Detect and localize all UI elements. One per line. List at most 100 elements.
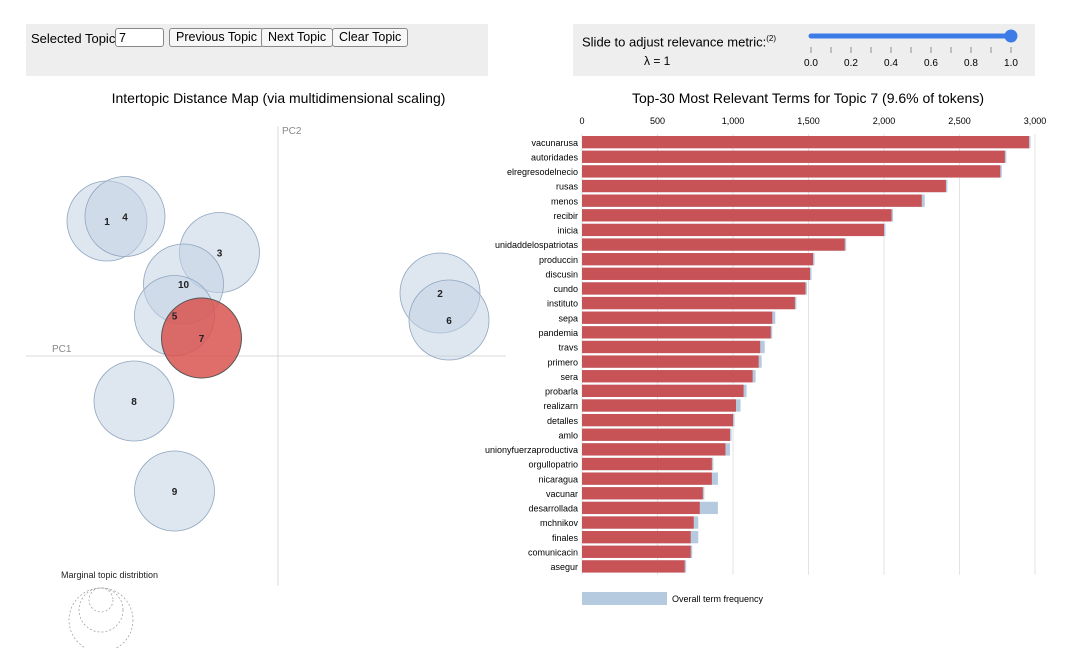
term-label: cundo [553,284,578,294]
term-label: amlo [558,430,578,440]
topic-frequency-bar [582,150,1005,163]
term-label: mchnikov [540,518,579,528]
term-label: orgullopatrio [528,460,578,470]
slider-tick-label: 0.6 [924,58,938,69]
topic-circle-7 [161,297,242,379]
marginal-legend-circle [88,587,114,613]
intertopic-distance-map: PC1 PC2 1 4 3 10 5 7 2 6 8 9 Marginal topic distribt… [26,126,506,648]
topic-frequency-bar [582,545,691,558]
term-label: autoridades [531,152,579,162]
topic-frequency-bar [582,472,712,485]
topic-frequency-bar [582,370,753,383]
topic-label-7: 7 [199,334,205,345]
topic-frequency-bar [582,194,922,207]
topic-frequency-bar [582,428,730,441]
topic-frequency-bar [582,209,892,222]
term-label: sera [560,372,578,382]
term-label: pandemia [538,328,578,338]
topic-frequency-bar [582,326,771,339]
topic-label-5: 5 [172,312,178,323]
marginal-legend-circle [68,587,134,648]
term-label: elregresodelnecio [507,167,578,177]
topic-frequency-bar [582,136,1029,149]
topic-frequency-bar [582,267,811,280]
term-label: comunicacin [528,547,578,557]
topic-frequency-bar [582,531,691,544]
slider-tick-label: 0.4 [884,58,898,69]
term-label: finales [552,533,579,543]
topic-frequency-bar [582,501,700,515]
topic-label-3: 3 [217,249,223,260]
relevance-label: Slide to adjust relevance metric:(2) [582,34,776,49]
topic-label-2: 2 [437,289,443,300]
clear-topic-button[interactable]: Clear Topic [332,28,409,47]
topic-frequency-bar [582,282,806,295]
selected-topic-input[interactable] [115,28,164,47]
topic-circle-9 [134,450,215,532]
term-label: menos [551,196,579,206]
lambda-value-label: λ = 1 [644,54,671,68]
term-label: recibir [553,211,578,221]
topic-frequency-bar [582,560,685,573]
slider-tick-label: 0.2 [844,58,858,69]
next-topic-button[interactable]: Next Topic [261,28,334,47]
topic-frequency-bar [582,516,694,529]
previous-topic-button[interactable]: Previous Topic [169,28,265,47]
x-tick-label: 2,000 [873,116,896,126]
topic-frequency-bar [582,165,1001,178]
pc2-label: PC2 [282,126,302,137]
topic-circle-8 [93,360,175,442]
term-label: instituto [547,299,578,309]
topic-frequency-bar [582,340,761,354]
topic-frequency-bar [582,311,773,324]
relevance-control-panel: Slide to adjust relevance metric:(2) λ =… [573,24,1035,76]
term-label: rusas [556,182,579,192]
topic-frequency-bar [582,296,795,310]
topic-frequency-bar [582,223,884,237]
term-label: desarrollada [528,504,578,514]
relevance-footnote: (2) [766,34,777,43]
topic-label-4: 4 [122,213,128,224]
slider-tick-label: 0.0 [804,58,818,69]
topic-label-6: 6 [446,316,452,327]
term-label: produccin [539,255,578,265]
x-tick-label: 0 [579,116,584,126]
term-label: vacunarusa [531,138,578,148]
topic-frequency-bar [582,355,759,368]
topic-frequency-bar [582,443,726,456]
topic-frequency-bar [582,413,733,427]
legend-overall-label: Overall term frequency [672,594,764,604]
term-label: realizarn [543,401,578,411]
slider-handle[interactable] [1004,29,1018,43]
topic-control-panel: Selected Topic: Previous Topic Next Topi… [26,24,488,76]
term-label: unidaddelospatriotas [495,240,579,250]
term-label: primero [547,357,578,367]
term-label: sepa [558,313,578,323]
term-label: nicaragua [538,474,578,484]
topic-frequency-bar [582,238,845,251]
topic-label-1: 1 [104,217,110,228]
term-label: vacunar [546,489,578,499]
legend-overall-swatch [582,592,667,605]
pc1-label: PC1 [52,344,72,355]
topic-circle-6 [408,279,490,361]
relevance-slider[interactable]: 0.0 0.2 0.4 0.6 0.8 1.0 [798,24,1038,76]
top-terms-title: Top-30 Most Relevant Terms for Topic 7 (… [632,90,984,106]
topic-circle-4 [84,176,166,257]
marginal-legend-circle [78,587,124,633]
term-label: probarla [545,387,578,397]
term-label: discusin [545,269,578,279]
top-terms-bar-chart: 0 500 1,000 1,500 2,000 2,500 3,000 vacunarusa a… [485,116,1046,605]
slider-tick-label: 0.8 [964,58,978,69]
term-label: detalles [547,416,579,426]
topic-frequency-bar [582,179,946,193]
selected-topic-label: Selected Topic: [31,31,119,46]
topic-label-10: 10 [178,280,190,291]
x-tick-label: 1,000 [722,116,745,126]
relevance-label-text: Slide to adjust relevance metric: [582,34,767,50]
term-label: asegur [550,562,578,572]
slider-tick-label: 1.0 [1004,58,1018,69]
intertopic-map-title: Intertopic Distance Map (via multidimens… [111,90,446,106]
topic-frequency-bar [582,253,814,266]
topic-label-9: 9 [172,487,178,498]
